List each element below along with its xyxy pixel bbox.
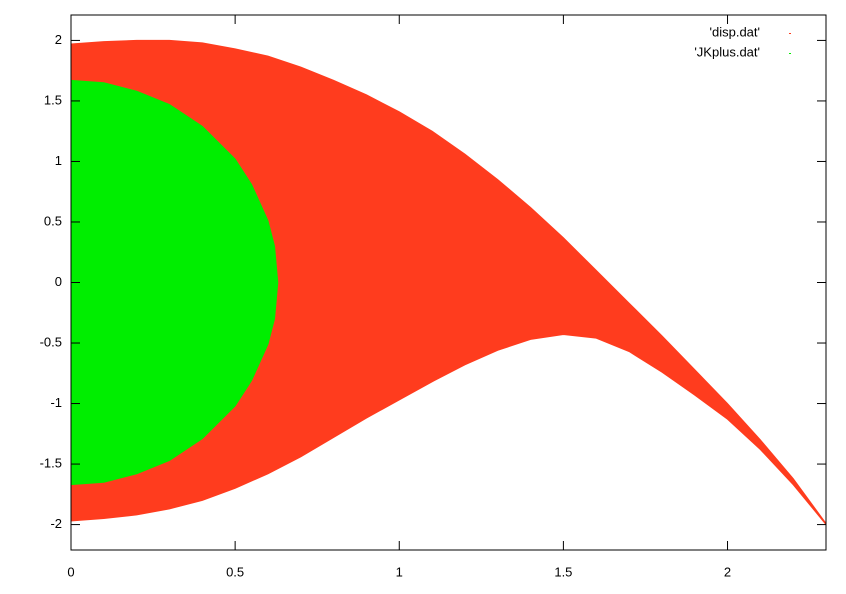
legend-label: 'disp.dat' — [710, 24, 761, 39]
x-tick-label: 1 — [396, 564, 403, 579]
y-tick-label: 2 — [55, 32, 62, 47]
y-tick-label: 1 — [55, 153, 62, 168]
x-tick-label: 1.5 — [554, 564, 572, 579]
y-tick-label: -1.5 — [40, 455, 62, 470]
y-tick-label: 1.5 — [44, 92, 62, 107]
legend-swatch — [789, 33, 791, 34]
legend-swatch — [789, 53, 791, 54]
y-tick-label: 0 — [55, 274, 62, 289]
legend-label: 'JKplus.dat' — [694, 44, 760, 59]
x-tick-label: 2 — [724, 564, 731, 579]
x-tick-label: 0 — [67, 564, 74, 579]
y-tick-label: -1 — [50, 395, 62, 410]
y-tick-label: -0.5 — [40, 334, 62, 349]
y-tick-label: 0.5 — [44, 213, 62, 228]
x-tick-label: 0.5 — [226, 564, 244, 579]
y-tick-label: -2 — [50, 516, 62, 531]
data-band — [70, 79, 279, 486]
